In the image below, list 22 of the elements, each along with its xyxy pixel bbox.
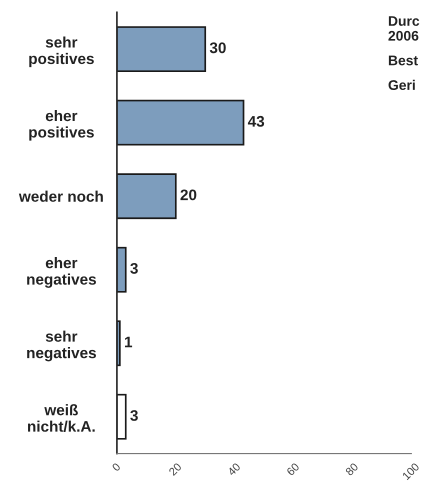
x-tick-label: 60 [286,462,300,476]
y-tick-label: sehr positives [29,36,94,68]
annotation: 2006 [388,30,418,41]
x-tick-label: 100 [402,462,420,480]
data-label: 3 [130,262,138,274]
data-label: 20 [180,189,196,200]
x-tick-label: 0 [112,462,121,472]
y-tick-label: sehr negatives [27,330,96,362]
y-tick-label: eher positives [29,110,94,141]
data-label: 30 [210,42,226,54]
annotation: Best [388,56,418,66]
x-tick-label: 80 [344,462,359,476]
annotation: Durc [388,16,420,26]
data-label: 43 [248,116,264,127]
y-tick-label: eher negatives [27,257,96,288]
y-tick-label: weder noch [18,190,103,202]
annotation: Geri [388,80,415,90]
data-label: 1 [124,336,132,348]
y-tick-label: weiß nicht/k.A. [28,404,95,432]
data-label: 3 [130,410,138,421]
x-tick-label: 40 [227,462,241,476]
x-tick-label: 20 [168,462,182,476]
